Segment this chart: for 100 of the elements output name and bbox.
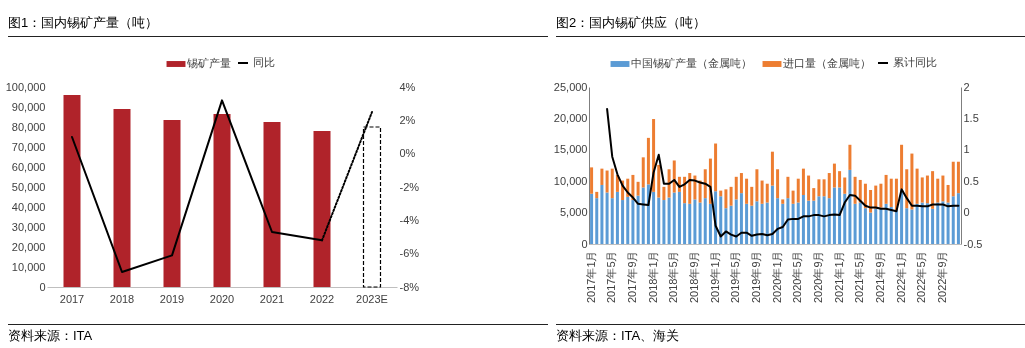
x-tick-label: 2018年1月 bbox=[646, 250, 659, 304]
bar bbox=[863, 208, 867, 244]
bar bbox=[951, 161, 955, 197]
bar bbox=[889, 178, 893, 207]
bar bbox=[905, 208, 909, 244]
bar bbox=[832, 187, 836, 244]
bar bbox=[636, 195, 640, 244]
bar bbox=[734, 199, 738, 244]
bar bbox=[910, 153, 914, 210]
x-tick-label: 2017 bbox=[59, 292, 85, 305]
bar bbox=[889, 206, 893, 244]
y2-tick-label: 1.5 bbox=[963, 111, 979, 124]
legend-label: 同比 bbox=[253, 56, 275, 68]
bar bbox=[884, 203, 888, 244]
bar bbox=[765, 202, 769, 244]
bar bbox=[848, 144, 852, 170]
y-tick-label: 0 bbox=[581, 237, 588, 250]
bar bbox=[626, 196, 630, 244]
bar bbox=[657, 197, 661, 244]
bar bbox=[827, 198, 831, 244]
y-tick-label: 100,000 bbox=[5, 80, 46, 93]
bar bbox=[956, 193, 960, 244]
bar bbox=[920, 177, 924, 203]
y2-tick-label: -8% bbox=[399, 280, 420, 293]
bar bbox=[595, 198, 599, 244]
x-tick-label: 2019 bbox=[159, 292, 185, 305]
y2-tick-label: -2% bbox=[399, 180, 420, 193]
bar bbox=[765, 183, 769, 203]
bar bbox=[879, 183, 883, 208]
bar bbox=[750, 186, 754, 206]
bar bbox=[801, 168, 805, 196]
bar bbox=[776, 169, 780, 199]
bar bbox=[163, 120, 181, 287]
bar bbox=[657, 164, 661, 198]
bar bbox=[910, 209, 914, 244]
bar bbox=[688, 203, 692, 244]
bar bbox=[755, 169, 759, 202]
x-tick-label: 2020年9月 bbox=[811, 250, 824, 304]
bar bbox=[838, 171, 842, 188]
bar bbox=[667, 197, 671, 244]
x-tick-label: 2022 bbox=[309, 292, 335, 305]
y2-tick-label: 0 bbox=[963, 206, 970, 219]
bar bbox=[931, 171, 935, 209]
bar bbox=[729, 186, 733, 206]
bar bbox=[843, 193, 847, 244]
bar bbox=[941, 175, 945, 202]
bar bbox=[936, 202, 940, 244]
y-tick-label: 30,000 bbox=[11, 220, 46, 233]
bar bbox=[652, 191, 656, 244]
bar bbox=[698, 180, 702, 203]
x-tick-label: 2021 bbox=[259, 292, 285, 305]
bar bbox=[874, 208, 878, 244]
bar bbox=[817, 196, 821, 244]
bar bbox=[776, 198, 780, 244]
bar bbox=[915, 168, 919, 204]
x-tick-label: 2017年1月 bbox=[584, 250, 597, 304]
bar bbox=[605, 192, 609, 244]
y-tick-label: 20,000 bbox=[553, 111, 588, 124]
bar bbox=[724, 189, 728, 209]
bar bbox=[941, 201, 945, 244]
x-tick-label: 2021年5月 bbox=[853, 250, 866, 304]
x-tick-label: 2021年9月 bbox=[873, 250, 886, 304]
bar bbox=[931, 208, 935, 244]
bar bbox=[770, 185, 774, 244]
bar bbox=[313, 131, 331, 287]
bar bbox=[848, 169, 852, 244]
bar bbox=[595, 191, 599, 199]
legend-label: 锡矿产量 bbox=[186, 57, 231, 69]
bar bbox=[739, 173, 743, 194]
bar bbox=[832, 163, 836, 188]
legend-label: 累计同比 bbox=[893, 56, 937, 68]
bar bbox=[894, 210, 898, 244]
bar bbox=[636, 181, 640, 196]
bar bbox=[641, 157, 645, 188]
bar bbox=[869, 212, 873, 244]
bar bbox=[791, 203, 795, 244]
bar bbox=[946, 202, 950, 244]
x-tick-label: 2017年9月 bbox=[625, 250, 638, 304]
bar bbox=[791, 190, 795, 204]
bar bbox=[858, 202, 862, 244]
x-tick-label: 2019年9月 bbox=[749, 250, 762, 304]
bar bbox=[925, 203, 929, 244]
bar bbox=[641, 187, 645, 244]
bar bbox=[724, 208, 728, 244]
bar bbox=[915, 203, 919, 244]
bar bbox=[838, 187, 842, 244]
y2-tick-label: -4% bbox=[399, 213, 420, 226]
y-tick-label: 25,000 bbox=[553, 80, 588, 93]
x-tick-label: 2018年5月 bbox=[667, 250, 680, 304]
bar bbox=[698, 202, 702, 244]
x-tick-label: 2022年5月 bbox=[915, 250, 928, 304]
chart-title: 图1：国内锡矿产量（吨） bbox=[8, 14, 548, 37]
bar bbox=[646, 137, 650, 185]
bar bbox=[708, 203, 712, 244]
y-tick-label: 90,000 bbox=[11, 100, 46, 113]
bar bbox=[760, 180, 764, 204]
y-tick-label: 60,000 bbox=[11, 160, 46, 173]
x-tick-label: 2023E bbox=[356, 292, 388, 305]
bar bbox=[605, 170, 609, 193]
bar bbox=[853, 203, 857, 244]
